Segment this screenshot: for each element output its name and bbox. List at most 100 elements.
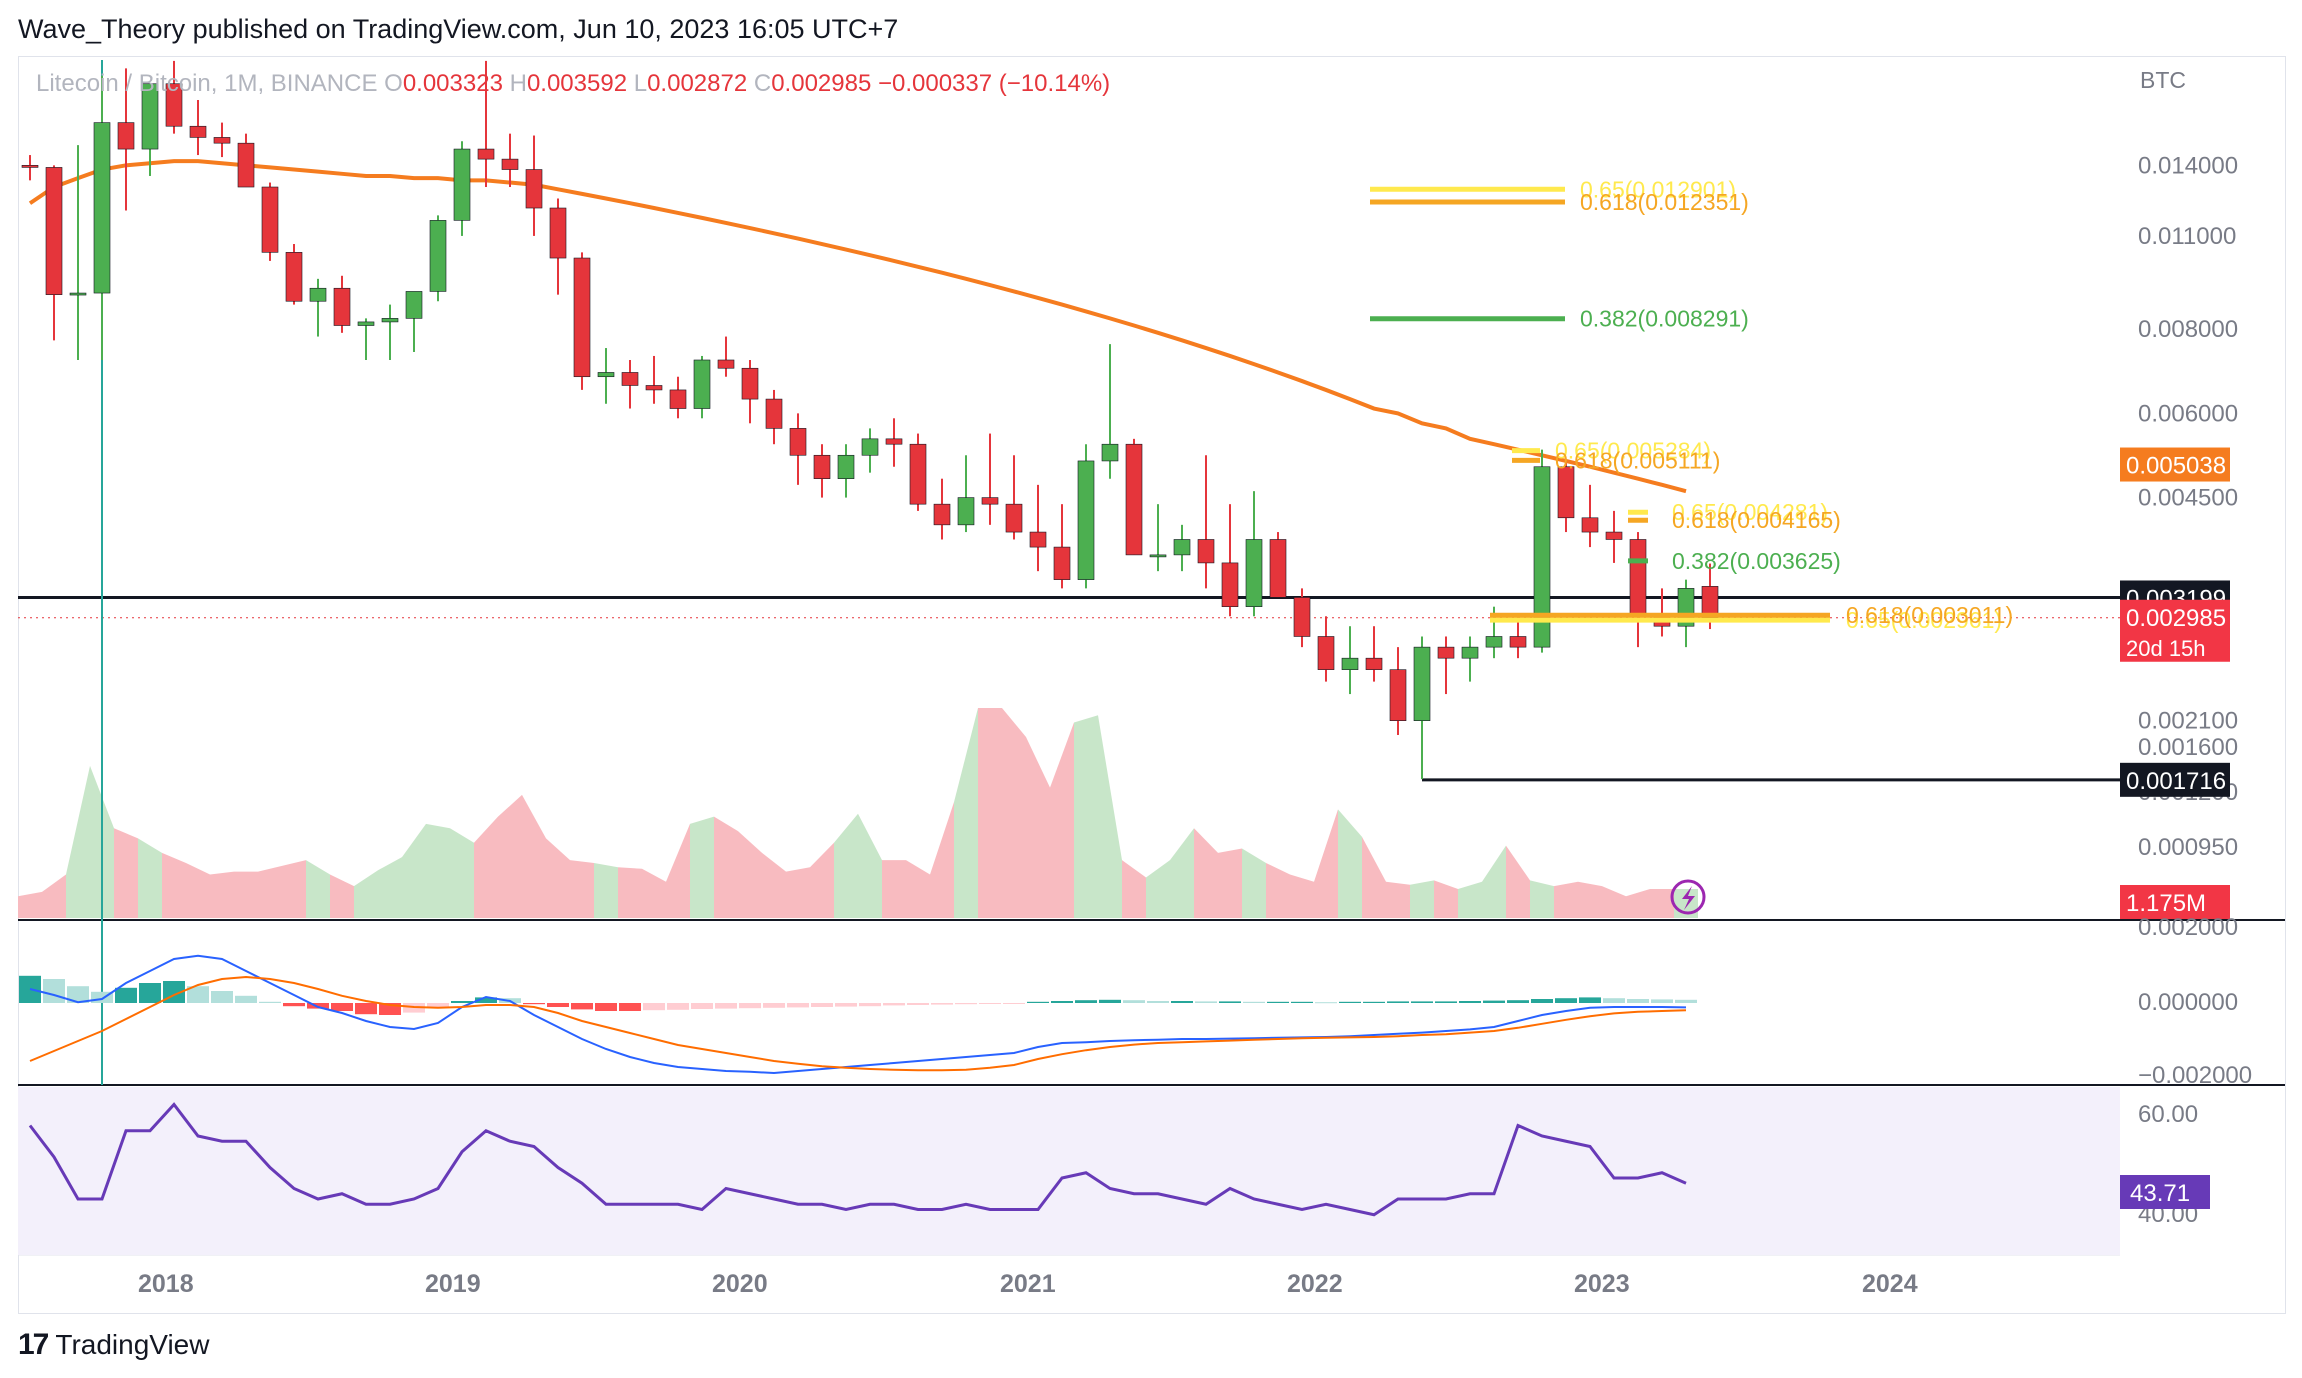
publisher-header: Wave_Theory published on TradingView.com…: [18, 14, 899, 44]
candle-body: [1461, 646, 1479, 659]
fib-level-label: 0.382(0.003625): [1672, 548, 1841, 574]
macd-histogram-bar: [1243, 1001, 1265, 1003]
macd-histogram-bar: [139, 983, 161, 1003]
chart-frame[interactable]: [18, 56, 2286, 1314]
close-value: 0.002985: [771, 70, 872, 97]
candle-body: [717, 359, 735, 369]
macd-histogram-bar: [91, 991, 113, 1003]
macd-histogram-bar: [619, 1003, 641, 1011]
candle-body: [621, 372, 639, 386]
volume-area: [1002, 708, 1026, 918]
candle: [1413, 636, 1431, 780]
volume-area: [738, 831, 762, 918]
macd-histogram-bar: [1459, 1001, 1481, 1003]
macd-histogram-bar: [475, 997, 497, 1003]
candle: [1605, 510, 1623, 563]
candle: [453, 141, 471, 236]
macd-histogram-bar: [1627, 999, 1649, 1003]
lightning-icon: [1670, 879, 1706, 915]
volume-area: [1242, 848, 1266, 918]
candle: [309, 278, 327, 337]
candle-body: [69, 292, 87, 296]
candle-body: [933, 503, 951, 526]
candle-body: [1005, 503, 1023, 533]
candle-body: [1581, 517, 1599, 533]
candle-body: [501, 158, 519, 170]
macd-histogram-bar: [67, 986, 89, 1003]
candle: [597, 348, 615, 404]
candle-body: [213, 137, 231, 144]
macd-histogram-bar: [1195, 1001, 1217, 1003]
rsi-badge: 43.71: [2130, 1180, 2190, 1207]
macd-histogram-bar: [1435, 1001, 1457, 1003]
volume-area: [1578, 881, 1602, 918]
candle-body: [741, 367, 759, 400]
volume-area: [1074, 715, 1098, 918]
volume-area: [1386, 881, 1410, 918]
candle-body: [309, 287, 327, 302]
macd-histogram-bar: [1387, 1001, 1409, 1003]
volume-area: [1146, 860, 1170, 918]
candle-body: [837, 454, 855, 479]
tradingview-brand: TradingView: [55, 1329, 210, 1360]
candle: [1437, 636, 1455, 695]
volume-area: [762, 852, 786, 918]
candle: [1029, 484, 1047, 572]
candle: [45, 165, 63, 341]
candle-body: [1221, 562, 1239, 607]
candle-body: [1173, 539, 1191, 556]
candle-body: [1293, 597, 1311, 637]
volume-area: [810, 842, 834, 918]
candle: [525, 135, 543, 236]
candle: [741, 359, 759, 424]
candle: [1317, 616, 1335, 682]
volume-area: [1170, 828, 1194, 918]
candle: [1629, 532, 1647, 648]
macd-histogram-bar: [211, 991, 233, 1003]
volume-area: [546, 838, 570, 918]
currency-label: BTC: [2140, 67, 2186, 93]
candle: [1389, 647, 1407, 735]
macd-signal-line: [29, 975, 1687, 1072]
volume-area: [642, 868, 666, 918]
candle: [93, 75, 111, 360]
volume-area: [1050, 722, 1074, 918]
low-label: L: [633, 70, 648, 97]
volume-area: [402, 823, 426, 918]
volume-area: [354, 870, 378, 918]
macd-histogram-bar: [1579, 997, 1601, 1003]
fib-level-label: 0.382(0.008291): [1580, 306, 1749, 332]
volume-area: [786, 867, 810, 918]
volume-area: [1362, 836, 1386, 918]
volume-area: [162, 852, 186, 918]
countdown-badge: 20d 15h: [2126, 636, 2206, 661]
macd-histogram-bar: [859, 1003, 881, 1007]
candle-body: [645, 385, 663, 391]
fib-level-label: 0.65(0.002961): [1846, 607, 2002, 633]
volume-area: [594, 862, 618, 918]
volume-area: [1218, 848, 1242, 918]
macd-histogram-bar: [955, 1003, 977, 1005]
symbol-name[interactable]: Litecoin / Bitcoin, 1M, BINANCE: [36, 70, 378, 97]
volume-area: [522, 794, 546, 918]
change-value: −0.000337 (−10.14%): [877, 70, 1111, 97]
candle-body: [1245, 539, 1263, 607]
volume-area: [1554, 881, 1578, 918]
candle: [765, 389, 783, 445]
candle-body: [93, 122, 111, 294]
candle: [429, 215, 447, 302]
candle-body: [1557, 466, 1575, 519]
macd-histogram-bar: [1531, 999, 1553, 1003]
volume-area: [210, 871, 234, 918]
candle: [1245, 491, 1263, 617]
volume-area: [474, 816, 498, 918]
moving-average-line: [28, 159, 1687, 494]
tradingview-logo[interactable]: 17 TradingView: [18, 1328, 209, 1362]
lightning-circle: [1670, 879, 1706, 915]
candle: [189, 100, 207, 156]
candle-body: [1533, 466, 1551, 648]
fib-level-label: 0.618(0.005111): [1555, 447, 1720, 473]
volume-area: [234, 871, 258, 918]
fib-level-label: 0.618(0.004165): [1672, 507, 1841, 533]
